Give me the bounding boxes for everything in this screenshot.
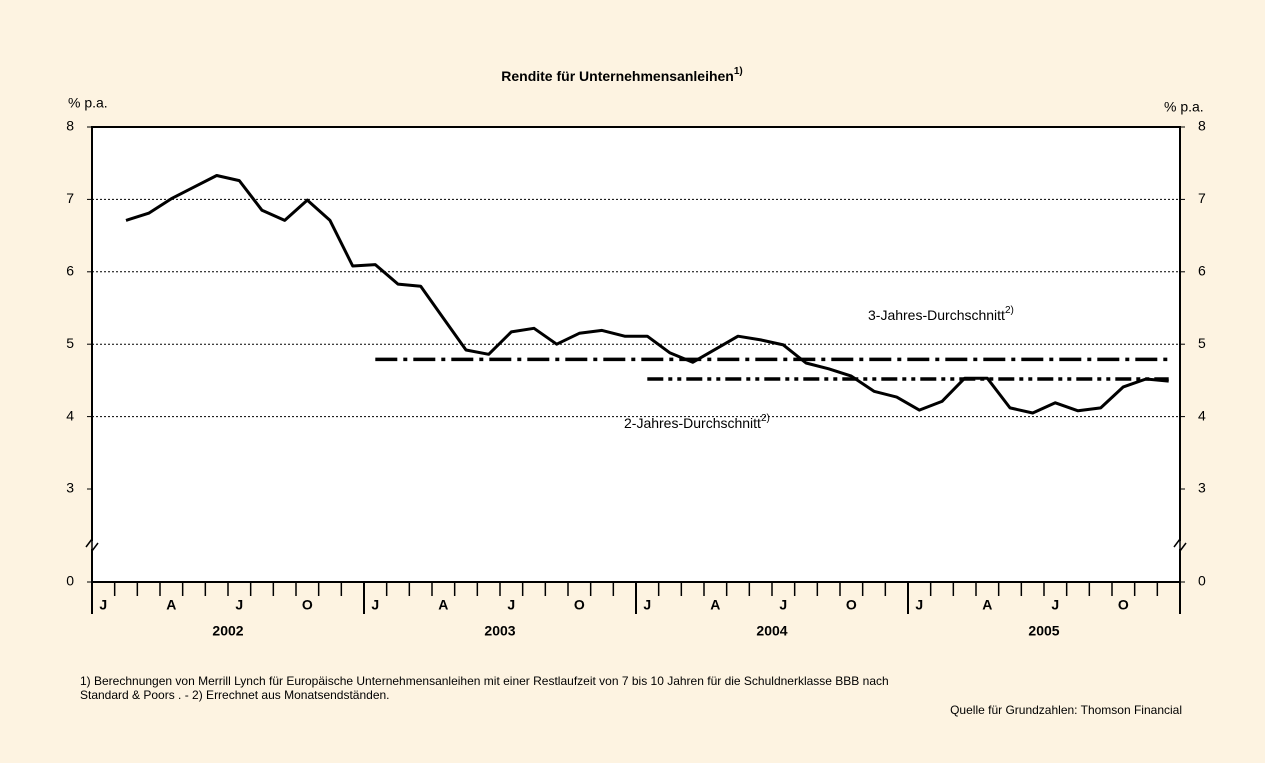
y2-label: % p.a. xyxy=(1164,99,1204,115)
x-tick-label: O xyxy=(302,597,313,613)
y2-tick-label: 4 xyxy=(1198,407,1206,423)
source: Quelle für Grundzahlen: Thomson Financia… xyxy=(950,703,1182,717)
series-annotation: 2-Jahres-Durchschnitt2) xyxy=(624,413,770,431)
y2-tick-label: 0 xyxy=(1198,573,1206,589)
y2-tick-label: 5 xyxy=(1198,335,1206,351)
x-tick-label: O xyxy=(1118,597,1129,613)
x-tick-label: A xyxy=(982,597,992,613)
x-tick-label: J xyxy=(507,597,515,613)
y2-tick-label: 6 xyxy=(1198,263,1206,279)
x-tick-label: J xyxy=(235,597,243,613)
year-label: 2005 xyxy=(1028,623,1059,639)
axis-break xyxy=(85,536,99,554)
y-label: % p.a. xyxy=(68,95,108,111)
title-note: 1) xyxy=(734,66,743,77)
year-label: 2002 xyxy=(212,623,243,639)
x-tick-label: A xyxy=(710,597,720,613)
data-line xyxy=(125,174,1169,415)
x-tick-label: J xyxy=(779,597,787,613)
axis-break xyxy=(1173,536,1187,554)
x-tick-label: A xyxy=(438,597,448,613)
series-name: 3-Jahres-Durchschnitt xyxy=(868,307,1005,323)
y-tick-label: 4 xyxy=(66,407,74,423)
y-tick-label: 8 xyxy=(66,118,74,134)
year-label: 2004 xyxy=(756,623,787,639)
title-text: Rendite für Unternehmensanleihen xyxy=(501,68,734,84)
y2-tick-label: 3 xyxy=(1198,480,1206,496)
x-tick-label: J xyxy=(643,597,651,613)
y2-tick-label: 7 xyxy=(1198,190,1206,206)
chart-title: Rendite für Unternehmensanleihen1) xyxy=(501,66,743,84)
x-tick-label: J xyxy=(915,597,923,613)
plot-area xyxy=(92,127,1180,582)
y2-tick-label: 8 xyxy=(1198,118,1206,134)
series-annotation: 3-Jahres-Durchschnitt2) xyxy=(868,305,1014,323)
year-label: 2003 xyxy=(484,623,515,639)
y-tick-label: 3 xyxy=(66,480,74,496)
series-note: 2) xyxy=(1005,305,1014,316)
x-tick-label: O xyxy=(574,597,585,613)
x-tick-label: J xyxy=(1051,597,1059,613)
x-tick-label: A xyxy=(166,597,176,613)
series-name: 2-Jahres-Durchschnitt xyxy=(624,415,761,431)
y-tick-label: 6 xyxy=(66,263,74,279)
x-tick-label: O xyxy=(846,597,857,613)
y-tick-label: 5 xyxy=(66,335,74,351)
x-tick-label: J xyxy=(99,597,107,613)
series-note: 2) xyxy=(761,413,770,424)
footnote: 1) Berechnungen von Merrill Lynch für Eu… xyxy=(80,674,889,688)
y-tick-label: 7 xyxy=(66,190,74,206)
y-tick-label: 0 xyxy=(66,573,74,589)
x-tick-label: J xyxy=(371,597,379,613)
footnote: Standard & Poors . - 2) Errechnet aus Mo… xyxy=(80,688,390,702)
